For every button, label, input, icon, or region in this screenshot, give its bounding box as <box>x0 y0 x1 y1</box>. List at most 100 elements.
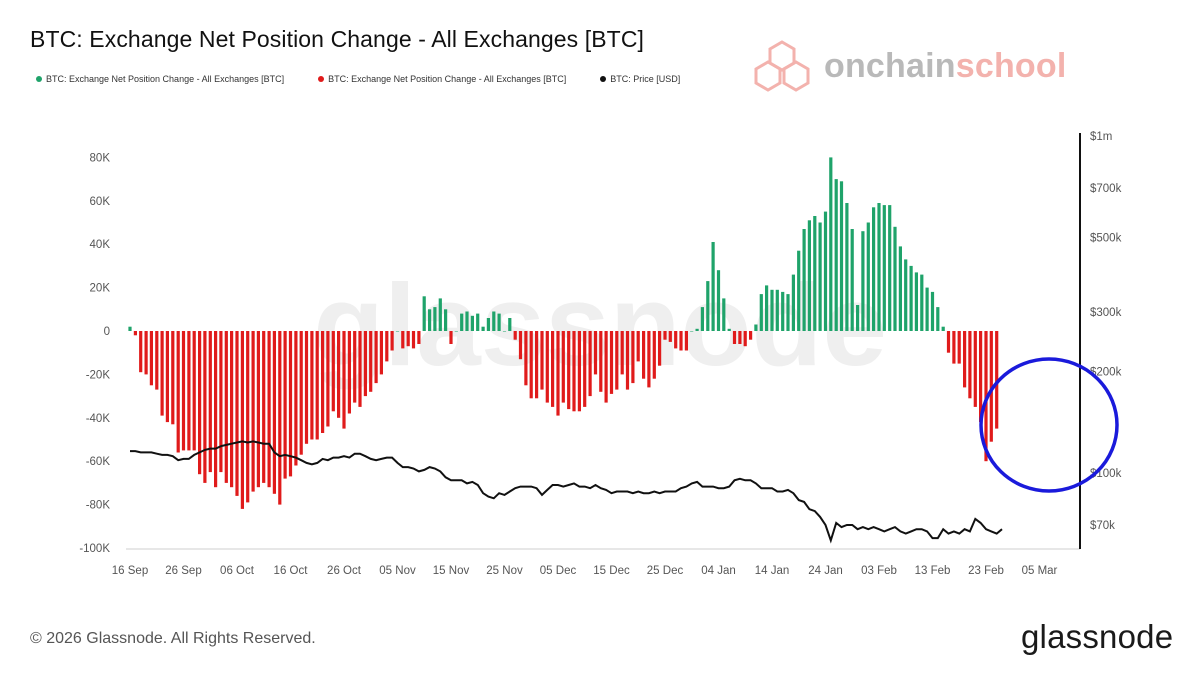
bar[interactable] <box>379 331 383 375</box>
bar[interactable] <box>936 307 940 331</box>
legend-item-outflow[interactable]: BTC: Exchange Net Position Change - All … <box>318 74 566 84</box>
bar[interactable] <box>149 331 153 386</box>
bar[interactable] <box>208 331 212 473</box>
bar[interactable] <box>946 331 951 353</box>
bar[interactable] <box>952 331 956 364</box>
bar[interactable] <box>369 331 373 392</box>
bar[interactable] <box>738 331 742 344</box>
bar[interactable] <box>604 331 608 403</box>
bar[interactable] <box>882 205 886 331</box>
bar[interactable] <box>262 331 266 483</box>
bar[interactable] <box>658 331 662 366</box>
bar[interactable] <box>813 216 817 331</box>
bar[interactable] <box>866 222 870 332</box>
bar[interactable] <box>765 285 769 331</box>
bar[interactable] <box>791 274 795 331</box>
bar[interactable] <box>556 331 560 416</box>
bar[interactable] <box>743 331 747 347</box>
bar[interactable] <box>695 328 699 331</box>
bar[interactable] <box>684 331 688 351</box>
bar[interactable] <box>989 331 993 442</box>
bar[interactable] <box>465 311 469 332</box>
bar[interactable] <box>898 246 902 331</box>
bar[interactable] <box>679 331 683 351</box>
bar[interactable] <box>823 211 828 331</box>
bar[interactable] <box>749 331 753 340</box>
bar[interactable] <box>219 331 223 473</box>
bar[interactable] <box>449 331 453 344</box>
bar[interactable] <box>353 331 357 403</box>
bar[interactable] <box>941 326 945 331</box>
bar[interactable] <box>176 331 180 453</box>
bar[interactable] <box>358 331 362 407</box>
bar[interactable] <box>401 331 405 349</box>
legend-item-inflow[interactable]: BTC: Exchange Net Position Change - All … <box>36 74 284 84</box>
bar[interactable] <box>786 294 790 331</box>
bar[interactable] <box>535 331 539 399</box>
bar[interactable] <box>973 331 977 407</box>
bar[interactable] <box>422 296 426 331</box>
bar[interactable] <box>374 331 378 384</box>
bar[interactable] <box>797 250 801 331</box>
bar[interactable] <box>636 331 640 362</box>
bar[interactable] <box>609 331 614 394</box>
bar[interactable] <box>690 331 694 332</box>
bar[interactable] <box>861 231 865 331</box>
bar[interactable] <box>454 331 458 332</box>
bar[interactable] <box>711 242 715 331</box>
bar[interactable] <box>139 331 143 373</box>
bar[interactable] <box>781 291 785 331</box>
bar[interactable] <box>930 291 935 331</box>
bar[interactable] <box>288 331 293 477</box>
bar[interactable] <box>588 331 592 397</box>
bar[interactable] <box>251 331 255 492</box>
bar[interactable] <box>267 331 271 488</box>
bar[interactable] <box>470 315 474 331</box>
bar[interactable] <box>674 331 678 349</box>
bar[interactable] <box>513 331 517 340</box>
bar[interactable] <box>700 307 704 331</box>
bar[interactable] <box>856 305 860 331</box>
bar[interactable] <box>165 331 169 423</box>
bar[interactable] <box>304 331 309 444</box>
bar[interactable] <box>979 331 983 423</box>
bar[interactable] <box>668 331 672 342</box>
bar[interactable] <box>502 331 507 332</box>
bar[interactable] <box>497 313 501 331</box>
bar[interactable] <box>203 331 207 483</box>
bar[interactable] <box>337 331 341 418</box>
bar[interactable] <box>331 331 335 412</box>
bar[interactable] <box>968 331 972 399</box>
bar[interactable] <box>363 331 367 397</box>
bar[interactable] <box>524 331 528 386</box>
bar[interactable] <box>593 331 598 375</box>
bar[interactable] <box>299 331 303 455</box>
bar[interactable] <box>818 222 822 332</box>
bar[interactable] <box>663 331 667 340</box>
bar[interactable] <box>385 331 389 362</box>
bar[interactable] <box>144 331 148 375</box>
bar[interactable] <box>224 331 228 483</box>
bar[interactable] <box>914 272 918 331</box>
bar[interactable] <box>411 331 416 349</box>
bar[interactable] <box>872 207 876 331</box>
bar[interactable] <box>561 331 565 403</box>
bar[interactable] <box>476 313 480 331</box>
bar[interactable] <box>155 331 159 390</box>
bar[interactable] <box>647 331 651 388</box>
bar[interactable] <box>390 331 394 351</box>
bar[interactable] <box>492 311 496 332</box>
bar[interactable] <box>540 331 544 390</box>
bar[interactable] <box>807 220 811 331</box>
bar[interactable] <box>850 229 854 331</box>
bar[interactable] <box>428 309 432 331</box>
bar[interactable] <box>620 331 624 375</box>
bar[interactable] <box>529 331 533 399</box>
bar[interactable] <box>187 331 191 451</box>
bar[interactable] <box>572 331 576 412</box>
bar[interactable] <box>909 265 913 331</box>
bar[interactable] <box>722 298 726 331</box>
bar[interactable] <box>925 287 929 331</box>
bar[interactable] <box>508 318 512 331</box>
bar[interactable] <box>631 331 635 384</box>
